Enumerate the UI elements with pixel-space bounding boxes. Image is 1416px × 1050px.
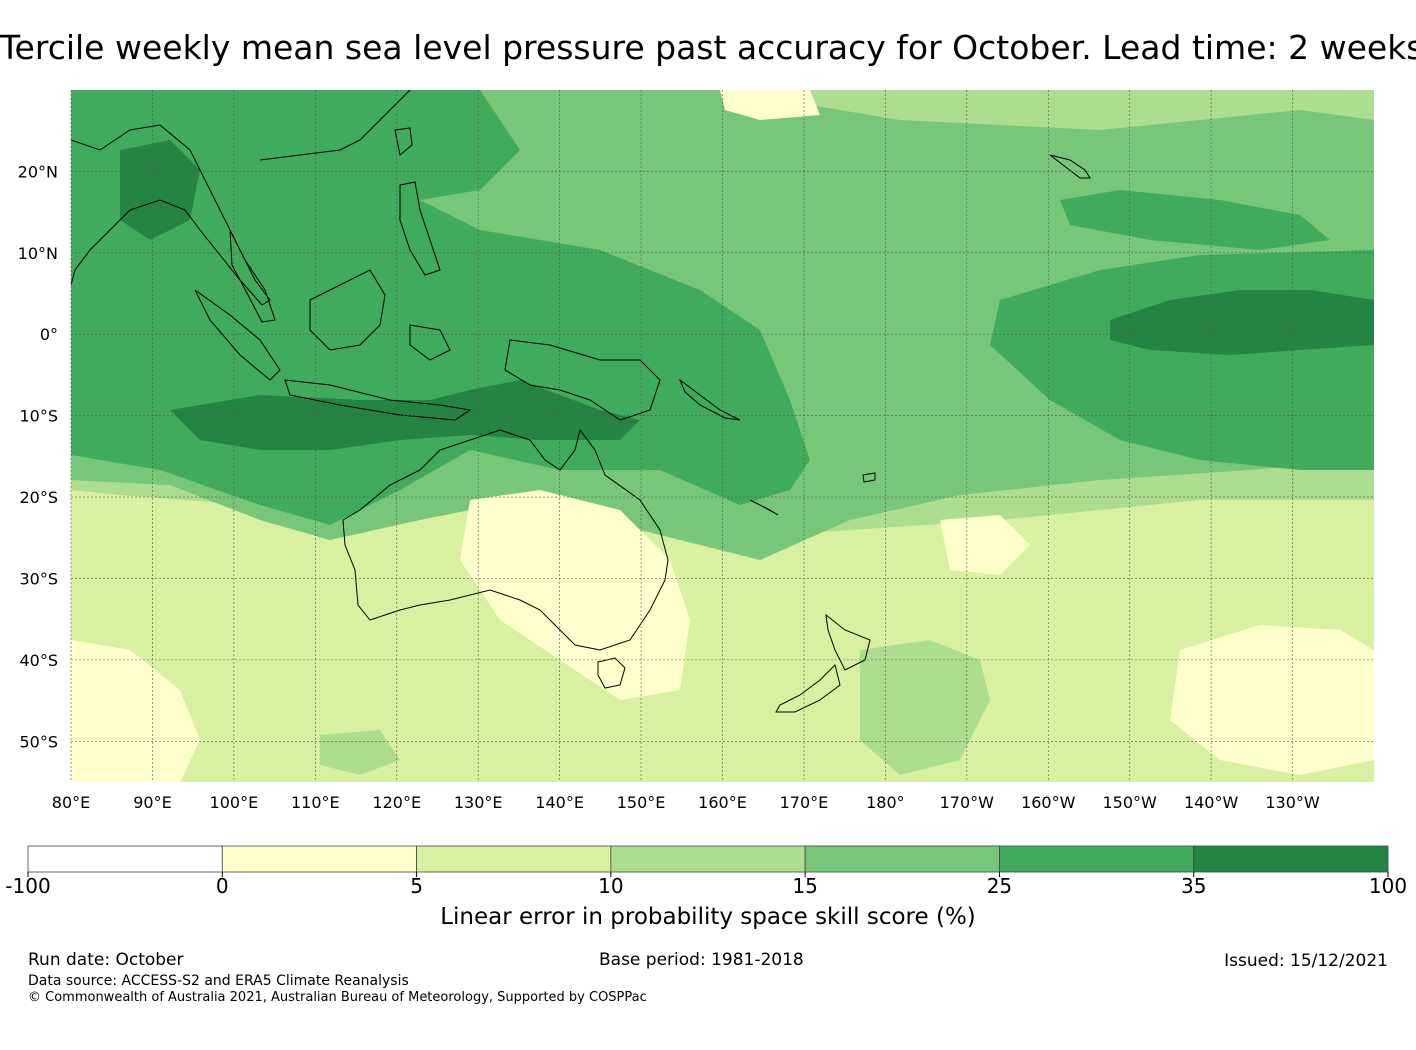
colorbar-segment	[221, 845, 417, 873]
colorbar-segment	[804, 845, 1000, 873]
lon-label: 160°E	[698, 793, 747, 812]
lon-label: 170°E	[780, 793, 829, 812]
copyright: © Commonwealth of Australia 2021, Austra…	[28, 990, 647, 1005]
colorbar-tick-label: 10	[598, 874, 623, 898]
lat-label: 10°S	[19, 407, 58, 426]
lat-label: 40°S	[19, 651, 58, 670]
lon-label: 150°W	[1103, 793, 1158, 812]
lon-label: 120°E	[372, 793, 421, 812]
colorbar-tick-label: 0	[216, 874, 229, 898]
colorbar-tick-label: 5	[410, 874, 423, 898]
colorbar-segment	[1193, 845, 1389, 873]
colorbar-segment	[27, 845, 223, 873]
colorbar-segment	[416, 845, 612, 873]
base-period: Base period: 1981-2018	[599, 950, 804, 970]
lon-label: 170°W	[940, 793, 995, 812]
lon-label: 130°E	[454, 793, 503, 812]
lon-label: 80°E	[52, 793, 90, 812]
data-source: Data source: ACCESS-S2 and ERA5 Climate …	[28, 973, 409, 989]
colorbar-segment	[999, 845, 1195, 873]
lon-label: 100°E	[210, 793, 259, 812]
colorbar-tick-label: 100	[1369, 874, 1407, 898]
lat-label: 20°N	[18, 162, 58, 181]
map-title: Tercile weekly mean sea level pressure p…	[0, 28, 1416, 67]
lat-label: 50°S	[19, 732, 58, 751]
colorbar: -100 0 5 10 15 25 35 100	[5, 845, 1407, 898]
lon-label: 130°W	[1265, 793, 1320, 812]
lon-label: 90°E	[133, 793, 171, 812]
colorbar-label: Linear error in probability space skill …	[440, 904, 976, 930]
issued-date: Issued: 15/12/2021	[1224, 951, 1388, 971]
lon-label: 180°	[866, 793, 905, 812]
colorbar-tick-label: 25	[987, 874, 1012, 898]
colorbar-tick-label: -100	[5, 874, 50, 898]
lon-label: 150°E	[617, 793, 666, 812]
lat-label: 30°S	[19, 569, 58, 588]
longitude-labels: 80°E 90°E 100°E 110°E 120°E 130°E 140°E 150°E 16…	[52, 793, 1320, 812]
lat-label: 0°	[40, 325, 58, 344]
lon-label: 140°E	[535, 793, 584, 812]
run-date: Run date: October	[28, 950, 184, 970]
gridlines	[70, 90, 1374, 782]
latitude-labels: 20°N 10°N 0° 10°S 20°S 30°S 40°S 50°S	[18, 162, 58, 751]
lat-label: 10°N	[18, 244, 58, 263]
lon-label: 140°W	[1184, 793, 1239, 812]
lon-label: 160°W	[1021, 793, 1076, 812]
colorbar-tick-label: 35	[1181, 874, 1206, 898]
colorbar-segment	[610, 845, 806, 873]
lon-label: 110°E	[291, 793, 340, 812]
colorbar-tick-label: 15	[792, 874, 817, 898]
coastlines	[71, 90, 1091, 713]
lat-label: 20°S	[19, 488, 58, 507]
